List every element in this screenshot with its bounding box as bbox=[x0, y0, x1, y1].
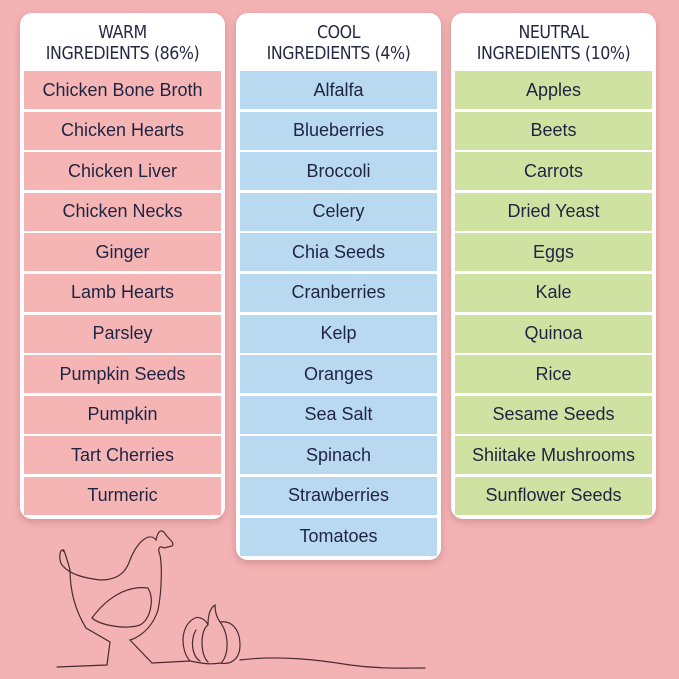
pumpkin-line-icon bbox=[182, 603, 426, 669]
cool-ingredient-row: Sea Salt bbox=[240, 395, 437, 434]
cool-ingredient-row: Cranberries bbox=[240, 273, 437, 312]
neutral-card-header: NEUTRAL INGREDIENTS (10%) bbox=[467, 13, 640, 71]
neutral-ingredient-row: Sesame Seeds bbox=[455, 395, 652, 434]
cool-ingredient-row: Oranges bbox=[240, 355, 437, 394]
neutral-ingredient-row: Apples bbox=[455, 71, 652, 109]
warm-ingredients-card: WARM INGREDIENTS (86%) Chicken Bone Brot… bbox=[20, 13, 225, 519]
neutral-ingredients-card: NEUTRAL INGREDIENTS (10%) Apples Beets Car… bbox=[451, 13, 656, 519]
neutral-ingredient-row: Quinoa bbox=[455, 314, 652, 353]
warm-ingredient-row: Chicken Bone Broth bbox=[24, 71, 221, 109]
warm-ingredient-row: Ginger bbox=[24, 233, 221, 272]
warm-ingredient-row: Lamb Hearts bbox=[24, 273, 221, 312]
warm-title-line2: INGREDIENTS (86%) bbox=[45, 43, 200, 64]
cool-ingredients-card: COOL INGREDIENTS (4%) Alfalfa Blueberries… bbox=[236, 13, 441, 560]
cool-ingredient-row: Kelp bbox=[240, 314, 437, 353]
warm-ingredient-row: Chicken Liver bbox=[24, 152, 221, 191]
cool-ingredient-row: Strawberries bbox=[240, 476, 437, 515]
cool-ingredient-row: Alfalfa bbox=[240, 71, 437, 109]
warm-ingredient-row: Pumpkin Seeds bbox=[24, 355, 221, 394]
warm-ingredient-list: Chicken Bone Broth Chicken Hearts Chicken … bbox=[24, 71, 221, 515]
warm-ingredient-row: Tart Cherries bbox=[24, 436, 221, 475]
cool-ingredient-row: Celery bbox=[240, 192, 437, 231]
warm-ingredient-row: Pumpkin bbox=[24, 395, 221, 434]
cool-card-header: COOL INGREDIENTS (4%) bbox=[252, 13, 425, 71]
cool-title-line1: COOL bbox=[316, 22, 361, 43]
cool-ingredient-list: Alfalfa Blueberries Broccoli Celery Chia See… bbox=[240, 71, 437, 556]
warm-card-header: WARM INGREDIENTS (86%) bbox=[36, 13, 209, 71]
cool-ingredient-row: Broccoli bbox=[240, 152, 437, 191]
cool-ingredient-row: Blueberries bbox=[240, 111, 437, 150]
warm-ingredient-row: Parsley bbox=[24, 314, 221, 353]
neutral-ingredient-row: Carrots bbox=[455, 152, 652, 191]
cool-ingredient-row: Chia Seeds bbox=[240, 233, 437, 272]
warm-title-line1: WARM bbox=[98, 22, 147, 43]
cool-ingredient-row: Spinach bbox=[240, 436, 437, 475]
cool-ingredient-row: Tomatoes bbox=[240, 517, 437, 556]
neutral-ingredient-row: Dried Yeast bbox=[455, 192, 652, 231]
neutral-title-line1: NEUTRAL bbox=[518, 22, 589, 43]
warm-ingredient-row: Chicken Necks bbox=[24, 192, 221, 231]
neutral-ingredient-row: Shiitake Mushrooms bbox=[455, 436, 652, 475]
neutral-ingredient-row: Kale bbox=[455, 273, 652, 312]
neutral-ingredient-row: Sunflower Seeds bbox=[455, 476, 652, 515]
neutral-ingredient-row: Beets bbox=[455, 111, 652, 150]
neutral-ingredient-row: Rice bbox=[455, 355, 652, 394]
cool-title-line2: INGREDIENTS (4%) bbox=[266, 43, 411, 64]
warm-ingredient-row: Chicken Hearts bbox=[24, 111, 221, 150]
warm-ingredient-row: Turmeric bbox=[24, 476, 221, 515]
neutral-title-line2: INGREDIENTS (10%) bbox=[476, 43, 631, 64]
neutral-ingredient-row: Eggs bbox=[455, 233, 652, 272]
neutral-ingredient-list: Apples Beets Carrots Dried Yeast Eggs Kale Qui… bbox=[455, 71, 652, 515]
chicken-line-icon bbox=[56, 530, 191, 668]
